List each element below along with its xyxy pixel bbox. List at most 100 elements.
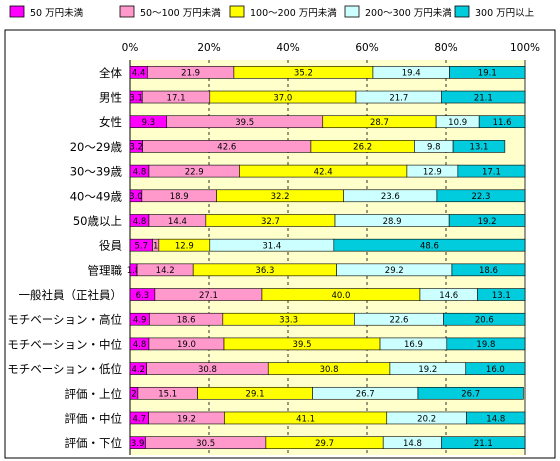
data-label: 1.8 bbox=[127, 266, 141, 276]
bar-segment bbox=[448, 214, 526, 227]
data-label: 4.8 bbox=[133, 217, 147, 227]
x-axis-ticks: 0% 20% 40% 60% 80% 100% bbox=[122, 42, 540, 54]
data-label: 22.3 bbox=[471, 192, 490, 202]
data-label: 41.1 bbox=[296, 414, 315, 424]
data-label: 4.4 bbox=[132, 69, 146, 79]
data-label: 9.8 bbox=[427, 143, 441, 153]
data-label: 19.2 bbox=[177, 414, 196, 424]
data-label: 18.9 bbox=[170, 192, 189, 202]
data-label: 6.3 bbox=[136, 291, 150, 301]
data-label: 21.7 bbox=[389, 93, 408, 103]
data-label: 16.9 bbox=[404, 340, 423, 350]
data-label: 48.6 bbox=[420, 241, 439, 251]
category-label: 20～29歳 bbox=[70, 140, 123, 154]
data-label: 32.7 bbox=[261, 217, 280, 227]
data-label: 22.9 bbox=[185, 167, 204, 177]
data-label: 10.9 bbox=[448, 118, 467, 128]
data-label: 28.9 bbox=[383, 217, 402, 227]
category-label: モチベーション・高位 bbox=[7, 313, 122, 327]
data-label: 36.3 bbox=[255, 266, 274, 276]
data-label: 29.7 bbox=[315, 439, 334, 449]
x-tick-label: 80% bbox=[434, 42, 457, 54]
data-label: 19.8 bbox=[476, 340, 495, 350]
data-label: 4.8 bbox=[133, 167, 147, 177]
data-label: 16.0 bbox=[486, 365, 505, 375]
category-label: 評価・上位 bbox=[65, 387, 123, 401]
data-label: 12.9 bbox=[423, 167, 442, 177]
legend-label: 50～100 万円未満 bbox=[140, 7, 221, 19]
x-tick-label: 60% bbox=[355, 42, 378, 54]
legend-swatch bbox=[344, 5, 360, 18]
data-label: 29.2 bbox=[385, 266, 404, 276]
x-tick-label: 100% bbox=[510, 42, 540, 54]
data-label: 14.2 bbox=[156, 266, 175, 276]
data-label: 17.1 bbox=[167, 93, 186, 103]
data-label: 26.7 bbox=[356, 390, 375, 400]
data-label: 1 bbox=[153, 241, 158, 251]
data-label: 12.9 bbox=[175, 241, 194, 251]
data-label: 28.7 bbox=[370, 118, 389, 128]
x-tick-label: 40% bbox=[276, 42, 299, 54]
data-label: 21.1 bbox=[474, 93, 493, 103]
data-label: 13.1 bbox=[492, 291, 511, 301]
bar-segment bbox=[452, 140, 506, 153]
data-label: 42.6 bbox=[217, 143, 236, 153]
data-label: 3.2 bbox=[130, 143, 144, 153]
bar-segment bbox=[417, 386, 524, 400]
data-label: 30.8 bbox=[320, 365, 339, 375]
data-label: 35.2 bbox=[294, 69, 313, 79]
data-label: 37.0 bbox=[273, 93, 292, 103]
data-label: 29.1 bbox=[246, 390, 265, 400]
data-label: 42.4 bbox=[314, 167, 333, 177]
legend-swatch bbox=[454, 5, 470, 18]
data-label: 19.1 bbox=[478, 69, 497, 79]
bar-segment bbox=[457, 164, 526, 178]
data-label: 33.3 bbox=[279, 316, 298, 326]
data-label: 14.4 bbox=[168, 217, 187, 227]
data-label: 40.0 bbox=[331, 291, 350, 301]
category-label: モチベーション・低位 bbox=[7, 362, 122, 376]
data-label: 11.6 bbox=[493, 118, 512, 128]
bars: 4.4 21.9 35.2 19.4 19.1 3.1 17.1 37.0 21.7 21.1 9.… bbox=[127, 66, 526, 449]
x-tick-label: 0% bbox=[122, 42, 139, 54]
data-label: 30.8 bbox=[198, 365, 217, 375]
data-label: 14.8 bbox=[403, 439, 422, 449]
category-label: 40～49歳 bbox=[70, 189, 123, 203]
bar-segment bbox=[441, 436, 526, 449]
data-label: 23.6 bbox=[381, 192, 400, 202]
data-label: 5.7 bbox=[134, 241, 148, 251]
data-label: 19.2 bbox=[418, 365, 437, 375]
data-label: 20.6 bbox=[475, 316, 494, 326]
data-label: 18.6 bbox=[479, 266, 498, 276]
data-label: 39.5 bbox=[293, 340, 312, 350]
data-label: 22.6 bbox=[390, 316, 409, 326]
bar-segment bbox=[436, 189, 526, 203]
data-label: 39.5 bbox=[235, 118, 254, 128]
x-tick-label: 20% bbox=[197, 42, 220, 54]
category-label: 評価・中位 bbox=[65, 411, 123, 425]
category-label: 女性 bbox=[99, 115, 122, 129]
data-label: 3.9 bbox=[131, 439, 145, 449]
data-label: 14.8 bbox=[486, 414, 505, 424]
data-label: 26.7 bbox=[461, 390, 480, 400]
bar-segment bbox=[478, 115, 526, 129]
data-label: 26.2 bbox=[353, 143, 372, 153]
category-label: 30～39歳 bbox=[70, 165, 123, 179]
category-label: 管理職 bbox=[88, 263, 123, 277]
category-label: 一般社員（正社員） bbox=[19, 288, 123, 302]
bar-segment bbox=[451, 263, 526, 277]
category-label: 50歳以上 bbox=[73, 214, 122, 228]
legend-label: 200～300 万円未満 bbox=[365, 7, 452, 19]
data-label: 15.1 bbox=[158, 390, 177, 400]
category-label: 評価・下位 bbox=[65, 436, 123, 450]
bar-segment bbox=[449, 66, 526, 79]
bar-segment bbox=[446, 337, 526, 351]
category-label: 役員 bbox=[99, 239, 122, 253]
data-label: 3.0 bbox=[129, 192, 143, 202]
legend-swatch bbox=[119, 5, 135, 18]
data-label: 19.2 bbox=[478, 217, 497, 227]
data-label: 9.3 bbox=[142, 118, 156, 128]
data-label: 18.6 bbox=[177, 316, 196, 326]
data-label: 4.9 bbox=[133, 316, 147, 326]
